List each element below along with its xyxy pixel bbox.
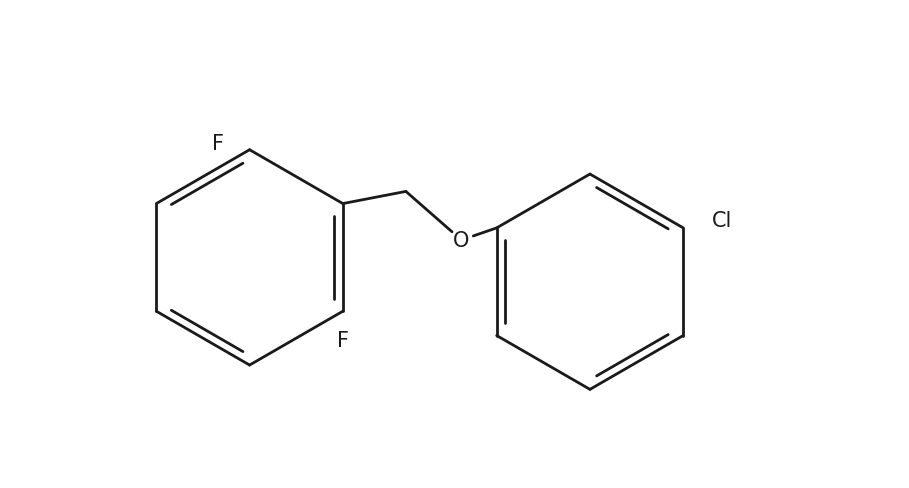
Text: O: O <box>454 230 470 250</box>
Text: F: F <box>213 134 225 153</box>
Text: Cl: Cl <box>713 210 733 230</box>
Text: F: F <box>337 331 349 351</box>
